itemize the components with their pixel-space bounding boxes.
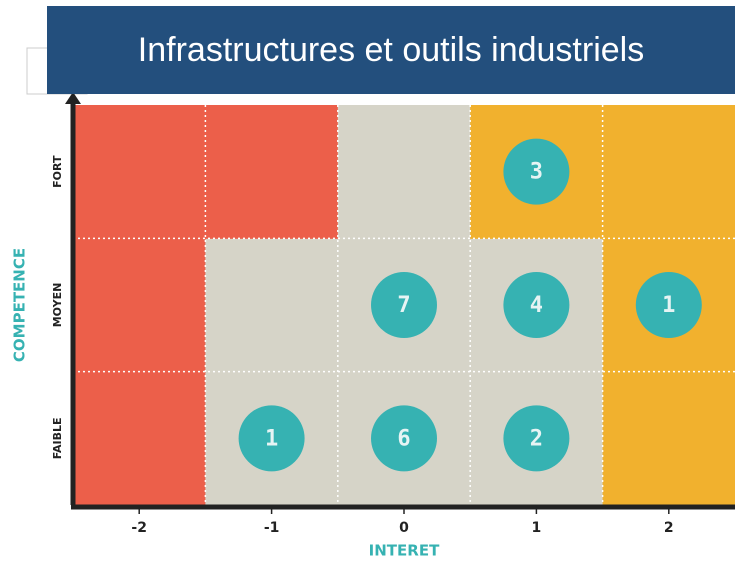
bubble (503, 272, 570, 338)
bubble (238, 405, 305, 472)
title-banner (47, 6, 735, 94)
x-axis-label: INTERET (369, 542, 440, 560)
y-axis-arrow (65, 92, 81, 104)
bubble-label: 1 (265, 426, 278, 451)
x-tick-label: 2 (664, 520, 674, 536)
cell (602, 105, 735, 239)
bubble-label: 1 (662, 293, 675, 318)
bubble (371, 272, 437, 338)
bubble (371, 405, 437, 472)
cell (337, 105, 471, 239)
bubble-label: 4 (530, 293, 543, 318)
cell (205, 238, 339, 373)
bubble-label: 2 (530, 426, 543, 451)
y-tick-label: FORT (51, 155, 64, 188)
x-tick-label: -2 (131, 520, 147, 536)
x-tick-label: 0 (399, 520, 409, 536)
bubble-label: 7 (397, 293, 410, 318)
y-tick-label: MOYEN (51, 283, 64, 328)
bubble-label: 6 (397, 426, 410, 451)
x-tick-label: 1 (532, 520, 542, 536)
bubble (503, 138, 570, 205)
y-axis-label: COMPETENCE (11, 248, 29, 362)
bubble (635, 272, 702, 338)
y-tick-label: FAIBLE (51, 417, 64, 459)
x-tick-label: -1 (264, 520, 280, 536)
cell (73, 238, 206, 373)
cell (602, 371, 735, 506)
bubble (503, 405, 570, 472)
cell (73, 371, 206, 506)
cell (73, 105, 206, 239)
cell (205, 105, 339, 239)
bubble-label: 3 (530, 160, 543, 185)
chart-title: Infrastructures et outils industriels (138, 31, 644, 69)
